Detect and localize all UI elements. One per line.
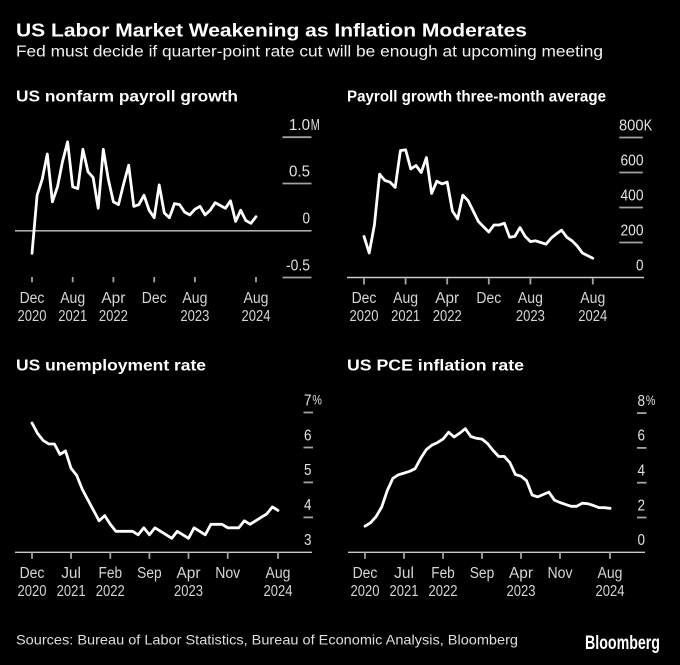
svg-text:Aug: Aug [518,290,543,307]
svg-text:4: 4 [638,463,646,480]
svg-text:US Labor Market Weakening as I: US Labor Market Weakening as Inflation M… [16,20,527,41]
svg-text:2022: 2022 [99,308,128,325]
svg-text:Dec: Dec [476,290,501,307]
svg-text:Sep: Sep [470,565,495,582]
svg-text:2024: 2024 [242,308,271,325]
svg-text:2024: 2024 [264,583,293,600]
svg-text:0: 0 [303,211,311,228]
svg-text:%: % [646,392,656,408]
svg-text:400: 400 [621,187,644,204]
svg-text:8: 8 [638,393,646,410]
svg-text:2022: 2022 [429,583,458,600]
svg-text:2022: 2022 [433,308,462,325]
svg-text:Apr: Apr [177,565,201,582]
svg-text:Dec: Dec [20,290,45,307]
svg-text:2023: 2023 [516,308,545,325]
svg-text:M: M [311,117,320,134]
svg-text:7: 7 [304,392,312,409]
svg-text:Sources: Bureau of Labor Stati: Sources: Bureau of Labor Statistics, Bur… [16,632,518,648]
svg-text:Aug: Aug [580,290,605,307]
svg-text:2020: 2020 [351,583,380,600]
svg-text:5: 5 [304,462,312,479]
svg-text:-0.5: -0.5 [286,257,310,274]
svg-text:Aug: Aug [598,565,623,582]
svg-text:Feb: Feb [431,565,455,582]
svg-text:2023: 2023 [507,583,536,600]
svg-text:US unemployment rate: US unemployment rate [16,358,206,375]
svg-text:Aug: Aug [60,290,85,307]
svg-text:Jul: Jul [61,565,81,582]
svg-text:6: 6 [304,427,312,444]
svg-text:200: 200 [621,222,644,239]
svg-text:Feb: Feb [99,565,123,582]
svg-text:2023: 2023 [174,583,203,600]
svg-text:Aug: Aug [393,290,418,307]
svg-text:2021: 2021 [58,308,87,325]
svg-text:Nov: Nov [215,565,240,582]
svg-text:Aug: Aug [244,290,269,307]
svg-text:K: K [644,117,653,134]
svg-text:Aug: Aug [266,565,291,582]
svg-text:600: 600 [621,152,644,169]
svg-text:3: 3 [304,532,312,549]
svg-text:Payroll growth three-month ave: Payroll growth three-month average [347,88,606,105]
svg-text:2023: 2023 [180,308,209,325]
svg-text:2022: 2022 [96,583,125,600]
svg-text:US PCE inflation rate: US PCE inflation rate [347,358,524,375]
svg-text:Sep: Sep [137,565,162,582]
svg-text:US nonfarm payroll growth: US nonfarm payroll growth [16,88,238,105]
svg-text:2: 2 [638,497,646,514]
svg-text:Bloomberg: Bloomberg [585,633,660,654]
svg-text:2020: 2020 [350,308,379,325]
svg-text:2021: 2021 [390,583,419,600]
svg-text:Fed must decide if quarter-poi: Fed must decide if quarter-point rate cu… [16,43,603,60]
svg-text:Apr: Apr [435,290,459,307]
svg-text:Dec: Dec [352,290,377,307]
svg-text:Aug: Aug [182,290,207,307]
svg-text:1.0: 1.0 [289,117,310,134]
svg-text:Apr: Apr [509,565,533,582]
svg-text:Nov: Nov [548,565,573,582]
svg-text:Jul: Jul [394,565,414,582]
svg-text:Dec: Dec [353,565,378,582]
svg-text:0.5: 0.5 [289,163,310,180]
svg-text:Dec: Dec [142,290,167,307]
svg-text:0: 0 [638,532,646,549]
svg-text:800: 800 [619,117,644,134]
svg-text:2021: 2021 [391,308,420,325]
svg-text:Apr: Apr [101,290,125,307]
svg-text:2020: 2020 [18,308,47,325]
svg-text:Dec: Dec [20,565,45,582]
svg-text:0: 0 [636,257,644,274]
svg-text:6: 6 [638,428,646,445]
svg-text:2021: 2021 [57,583,86,600]
svg-text:%: % [312,392,322,408]
svg-text:2024: 2024 [596,583,625,600]
svg-text:2020: 2020 [18,583,47,600]
svg-text:2024: 2024 [578,308,607,325]
svg-text:4: 4 [304,497,312,514]
